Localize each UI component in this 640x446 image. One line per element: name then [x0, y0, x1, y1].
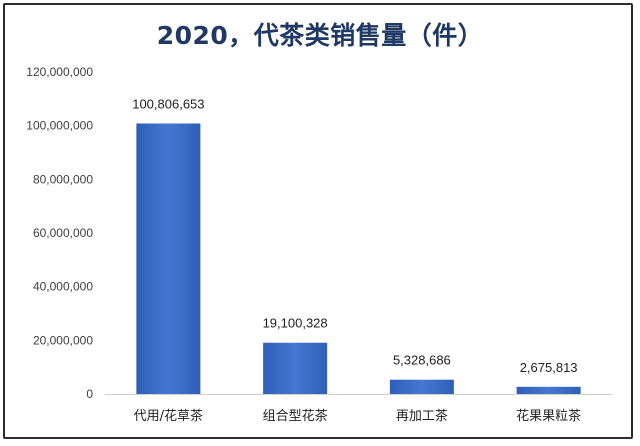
bar [263, 342, 328, 394]
y-tick-label: 40,000,000 [33, 280, 93, 294]
data-label: 5,328,686 [393, 353, 451, 368]
chart-title: 2020，代茶类销售量（件） [156, 21, 484, 50]
x-category-label: 组合型花茶 [263, 408, 328, 424]
y-tick-label: 120,000,000 [26, 65, 93, 79]
data-label: 100,806,653 [132, 97, 204, 112]
data-labels: 100,806,653 19,100,328 5,328,686 2,675,813 [132, 97, 577, 375]
y-tick-label: 20,000,000 [33, 333, 93, 347]
x-axis: 代用/花草茶 组合型花茶 再加工茶 花果果粒茶 [105, 394, 612, 424]
bar [136, 123, 201, 395]
bar [516, 386, 581, 394]
x-category-label: 再加工茶 [396, 408, 448, 424]
y-tick-label: 60,000,000 [33, 226, 93, 240]
x-category-label: 代用/花草茶 [134, 408, 203, 424]
y-tick-label: 0 [86, 387, 93, 401]
y-axis: 0 20,000,000 40,000,000 60,000,000 80,000,00… [26, 65, 93, 401]
y-tick-label: 80,000,000 [33, 172, 93, 186]
x-category-label: 花果果粒茶 [516, 408, 581, 424]
data-label: 19,100,328 [263, 316, 328, 331]
y-tick-label: 100,000,000 [26, 119, 93, 133]
data-label: 2,675,813 [520, 360, 578, 375]
bar [389, 379, 454, 394]
bars [136, 123, 581, 395]
